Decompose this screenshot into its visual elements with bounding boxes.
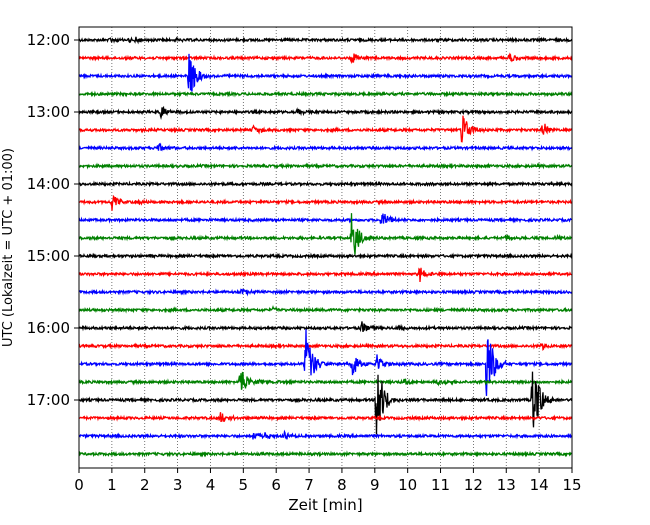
x-tick-label: 3	[173, 476, 183, 494]
x-tick-label: 13	[497, 476, 516, 494]
y-tick-label: 17:00	[27, 391, 70, 409]
x-tick-label: 8	[337, 476, 347, 494]
seismogram-trace	[79, 52, 572, 65]
seismogram-trace	[79, 105, 572, 120]
seismogram-trace	[79, 267, 572, 283]
plot-frame	[78, 26, 573, 469]
seismogram-trace	[79, 36, 572, 45]
x-tick-label: 12	[464, 476, 483, 494]
x-tick-label: 7	[304, 476, 314, 494]
seismogram-trace	[79, 115, 572, 143]
seismogram-trace	[79, 329, 572, 396]
x-tick-label: 15	[562, 476, 581, 494]
x-tick-label: 4	[206, 476, 216, 494]
traces	[79, 36, 572, 458]
seismogram-trace	[79, 288, 572, 297]
x-tick-label: 2	[140, 476, 150, 494]
seismogram-trace	[79, 142, 572, 152]
seismogram-trace	[79, 53, 572, 92]
seismogram-trace	[79, 180, 572, 188]
seismogram-trace	[79, 304, 572, 314]
trace-layer	[79, 36, 572, 458]
x-tick-label: 10	[398, 476, 417, 494]
y-tick-label: 14:00	[27, 175, 70, 193]
seismogram-trace	[79, 371, 572, 390]
x-tick-label: 6	[271, 476, 281, 494]
seismogram-trace	[79, 194, 572, 211]
seismogram-trace	[79, 252, 572, 260]
x-tick-label: 11	[431, 476, 450, 494]
seismogram-trace	[79, 162, 572, 170]
seismogram-trace	[79, 412, 572, 423]
seismogram-trace	[79, 342, 572, 352]
x-tick-label: 1	[107, 476, 117, 494]
x-axis: 0 1 2 3 4 5 6 7 8 9 10 11 12 13 14 15	[74, 468, 582, 494]
seismogram-trace	[79, 321, 572, 333]
y-tick-label: 15:00	[27, 247, 70, 265]
x-tick-label: 9	[370, 476, 380, 494]
seismogram-trace	[79, 429, 572, 440]
seismogram-trace	[79, 450, 572, 458]
x-tick-label: 14	[530, 476, 549, 494]
seismogram-trace	[79, 213, 572, 255]
x-tick-label: 0	[74, 476, 84, 494]
y-tick-label: 16:00	[27, 319, 70, 337]
seismogram-trace	[79, 213, 572, 224]
x-tick-label: 5	[239, 476, 249, 494]
y-axis: 12:00 13:00 14:00 15:00 16:00 17:00	[27, 31, 79, 409]
x-axis-label: Zeit [min]	[288, 496, 362, 514]
seismogram-trace	[79, 90, 572, 98]
seismogram-trace	[79, 371, 572, 435]
y-tick-label: 12:00	[27, 31, 70, 49]
y-axis-label: UTC (Lokalzeit = UTC + 01:00)	[1, 148, 16, 347]
y-tick-label: 13:00	[27, 103, 70, 121]
